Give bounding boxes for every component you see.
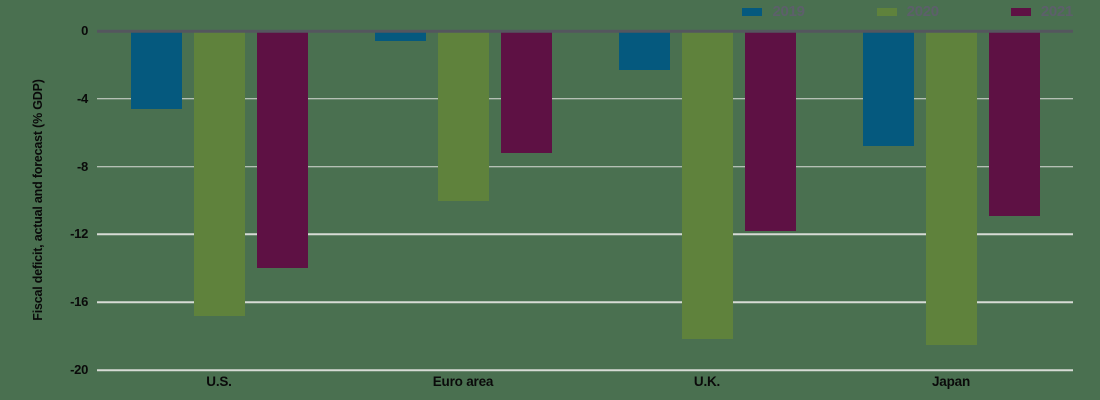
x-category-label: Japan xyxy=(931,374,971,389)
legend-item-2020: 2020 xyxy=(876,3,939,20)
bar-u-k-2019 xyxy=(618,31,670,70)
plot-area xyxy=(97,29,1073,371)
legend-label: 2021 xyxy=(1040,3,1073,20)
legend: 2019 2020 2021 xyxy=(742,3,1073,20)
y-tick-label: 0 xyxy=(81,23,88,38)
legend-label: 2019 xyxy=(772,3,805,20)
bar-group-u-s xyxy=(130,31,308,316)
y-axis-title: Fiscal deficit, actual and forecast (% G… xyxy=(31,79,45,321)
gridline xyxy=(97,233,1073,236)
legend-swatch-icon xyxy=(742,7,763,16)
bar-group-japan xyxy=(862,31,1040,345)
zero-axis-line xyxy=(97,29,1073,33)
bar-group-u-k xyxy=(618,31,796,340)
legend-swatch-icon xyxy=(876,7,897,16)
bar-u-s-2020 xyxy=(193,31,245,316)
bar-japan-2021 xyxy=(988,31,1040,216)
bar-japan-2019 xyxy=(862,31,914,147)
bar-group-euro-area xyxy=(374,31,552,201)
bar-euro-area-2019 xyxy=(374,31,426,42)
bar-u-k-2021 xyxy=(744,31,796,231)
gridline xyxy=(97,98,1073,100)
bar-u-k-2020 xyxy=(681,31,733,340)
y-tick-label: -8 xyxy=(77,158,88,174)
y-tick-label: -12 xyxy=(70,226,88,242)
bar-euro-area-2021 xyxy=(500,31,552,154)
bar-japan-2020 xyxy=(925,31,977,345)
x-category-label: U.S. xyxy=(206,374,232,389)
gridline xyxy=(97,301,1073,303)
legend-swatch-icon xyxy=(1010,7,1031,16)
gridline xyxy=(97,369,1073,371)
legend-item-2019: 2019 xyxy=(742,3,805,20)
legend-label: 2020 xyxy=(906,3,939,20)
gridline xyxy=(97,165,1073,168)
x-category-label: Euro area xyxy=(432,374,494,389)
bar-euro-area-2020 xyxy=(437,31,489,201)
y-tick-label: -20 xyxy=(70,362,88,377)
bar-u-s-2021 xyxy=(256,31,308,269)
y-tick-label: -4 xyxy=(77,90,88,106)
y-tick-label: -16 xyxy=(70,294,88,310)
legend-item-2021: 2021 xyxy=(1010,3,1073,20)
x-category-label: U.K. xyxy=(693,374,721,389)
bar-u-s-2019 xyxy=(130,31,182,109)
